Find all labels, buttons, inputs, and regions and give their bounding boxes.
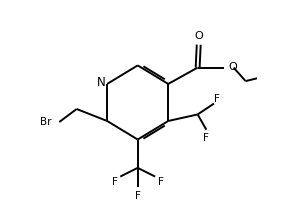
Text: F: F	[204, 133, 209, 143]
Text: Br: Br	[40, 117, 52, 127]
Text: F: F	[112, 177, 118, 187]
Text: O: O	[229, 62, 237, 72]
Text: F: F	[158, 177, 163, 187]
Text: F: F	[214, 94, 220, 104]
Text: O: O	[194, 31, 203, 41]
Text: N: N	[97, 76, 105, 89]
Text: F: F	[135, 191, 141, 201]
